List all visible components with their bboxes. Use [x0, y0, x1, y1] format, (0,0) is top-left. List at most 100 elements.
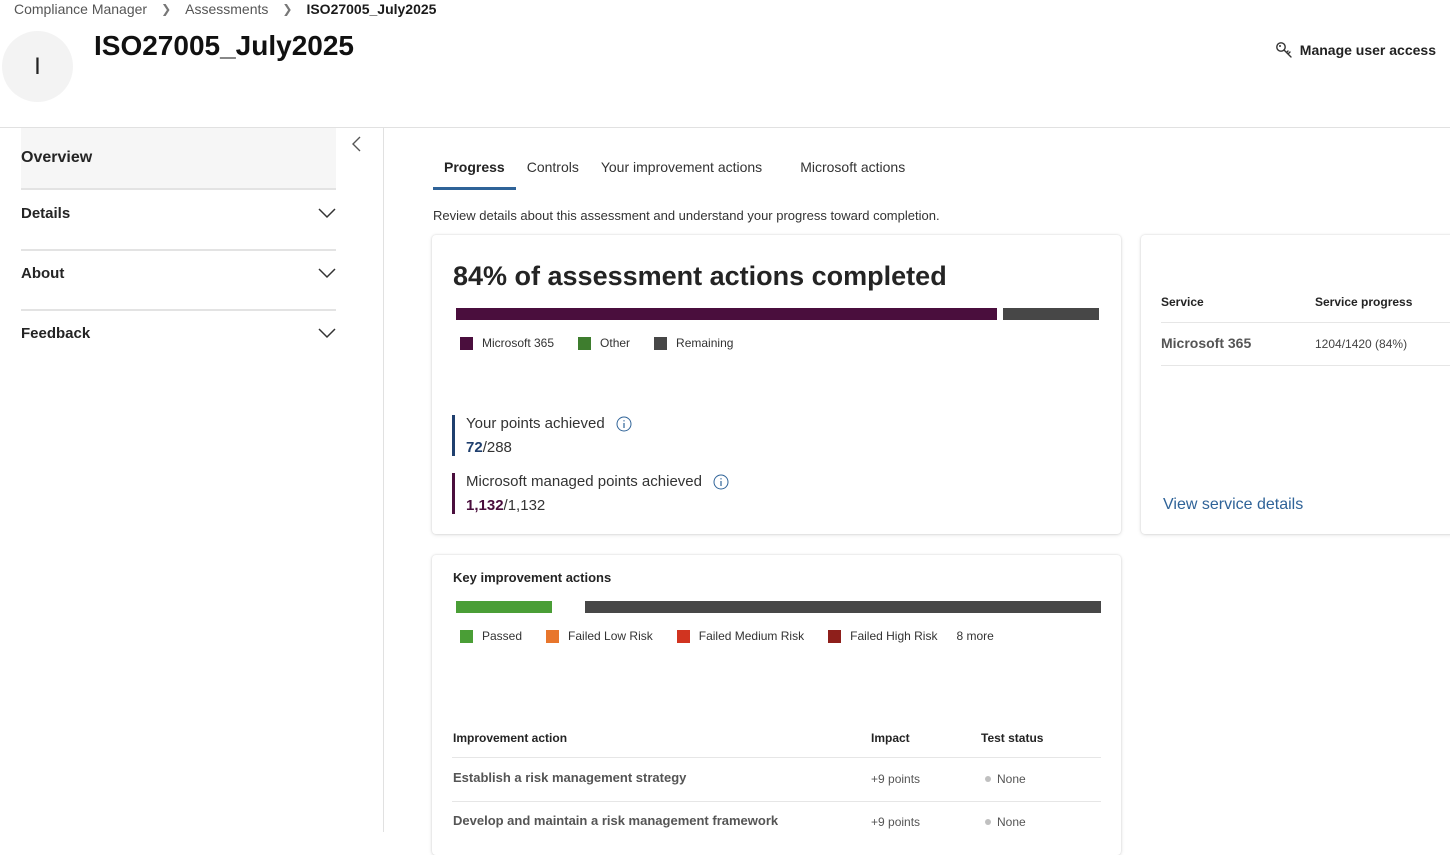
- legend-label: Failed Low Risk: [568, 629, 653, 643]
- tab-progress[interactable]: Progress: [433, 150, 516, 190]
- legend-item-other: Other: [578, 336, 630, 350]
- avatar-initial: I: [34, 52, 41, 80]
- legend-item-passed: Passed: [460, 629, 522, 643]
- legend-swatch: [546, 629, 560, 643]
- service-column-header: Service: [1161, 295, 1204, 309]
- breadcrumb-compliance-manager[interactable]: Compliance Manager: [14, 1, 148, 17]
- manage-user-access-button[interactable]: Manage user access: [1275, 41, 1436, 59]
- view-service-details-link[interactable]: View service details: [1163, 496, 1304, 513]
- sidebar-item-label: Overview: [21, 149, 93, 166]
- legend-swatch: [654, 336, 668, 350]
- chevron-down-icon: [318, 208, 336, 219]
- breadcrumb: Compliance Manager ❯ Assessments ❯ ISO27…: [14, 0, 436, 18]
- sidebar-item-label: About: [21, 264, 65, 282]
- legend-swatch: [676, 629, 690, 643]
- sidebar-item-details[interactable]: Details: [21, 194, 336, 232]
- legend-label: Microsoft 365: [482, 336, 555, 350]
- page-title: ISO27005_July2025: [94, 30, 354, 61]
- legend-label: Failed Medium Risk: [698, 629, 805, 643]
- column-header-test-status[interactable]: Test status: [981, 731, 1044, 745]
- table-row-status: None: [985, 815, 1026, 829]
- status-label: None: [997, 815, 1026, 829]
- ms-points-achieved: 1,132: [466, 497, 504, 514]
- chevron-right-icon: ❯: [161, 2, 172, 16]
- legend-swatch: [828, 629, 842, 643]
- manage-user-access-label: Manage user access: [1299, 42, 1436, 58]
- status-label: None: [997, 772, 1026, 786]
- chevron-left-icon[interactable]: [349, 135, 365, 153]
- your-points-label-row: Your points achieved: [466, 415, 632, 432]
- your-points-value: 72/288: [466, 439, 632, 456]
- key-improvement-actions-title: Key improvement actions: [453, 570, 612, 585]
- legend-more-link[interactable]: 8 more: [956, 629, 994, 643]
- sidebar-item-label: Feedback: [21, 324, 91, 342]
- actions-bar-other: [585, 601, 1101, 613]
- table-header-divider: [452, 757, 1101, 758]
- legend-item-failed-medium: Failed Medium Risk: [676, 629, 805, 643]
- table-row-status: None: [985, 772, 1026, 786]
- avatar: I: [2, 31, 73, 102]
- tab-microsoft-actions[interactable]: Microsoft actions: [800, 159, 906, 175]
- ms-points-label-row: Microsoft managed points achieved: [466, 473, 729, 490]
- legend-label: Failed High Risk: [850, 629, 938, 643]
- legend-swatch: [460, 336, 473, 350]
- ms-points-label: Microsoft managed points achieved: [466, 473, 702, 490]
- legend-label: Remaining: [676, 336, 734, 350]
- table-row-action[interactable]: Develop and maintain a risk management f…: [453, 813, 779, 828]
- legend-label: Other: [600, 336, 631, 350]
- legend-item-failed-high: Failed High Risk: [828, 629, 937, 643]
- chevron-down-icon: [318, 328, 336, 339]
- table-row-action[interactable]: Establish a risk management strategy: [453, 770, 687, 785]
- tab-bar: Progress Controls Your improvement actio…: [433, 150, 916, 190]
- legend-label: Passed: [482, 629, 523, 643]
- legend-item-remaining: Remaining: [654, 336, 733, 350]
- sidebar-divider: [383, 128, 384, 832]
- your-points-total: /288: [482, 439, 512, 456]
- legend-item-microsoft365: Microsoft 365: [460, 336, 554, 350]
- service-row-divider: [1161, 365, 1450, 366]
- header-divider: [0, 127, 1450, 128]
- sidebar-separator: [21, 309, 336, 311]
- legend-swatch: [578, 336, 592, 350]
- tab-controls[interactable]: Controls: [526, 159, 579, 175]
- progress-card: 84% of assessment actions completed Micr…: [432, 235, 1121, 534]
- sidebar-item-label: Details: [21, 204, 71, 222]
- tab-your-improvement-actions[interactable]: Your improvement actions: [600, 159, 763, 175]
- service-progress-value: 1204/1420 (84%): [1315, 337, 1408, 351]
- breadcrumb-assessments[interactable]: Assessments: [185, 1, 269, 17]
- legend-swatch: [460, 629, 473, 643]
- chevron-down-icon: [318, 268, 336, 279]
- column-header-impact[interactable]: Impact: [871, 731, 910, 745]
- status-dot-icon: [985, 819, 991, 825]
- table-row-divider: [452, 801, 1101, 802]
- service-progress-column-header: Service progress: [1315, 295, 1413, 309]
- actions-bar-passed: [456, 601, 552, 613]
- progress-legend: Microsoft 365 Other Remaining: [460, 336, 757, 350]
- intro-text: Review details about this assessment and…: [433, 208, 940, 223]
- key-improvement-actions-card: Key improvement actions Passed Failed Lo…: [432, 555, 1121, 855]
- actions-legend: Passed Failed Low Risk Failed Medium Ris…: [460, 629, 994, 643]
- chevron-right-icon: ❯: [282, 2, 293, 16]
- status-dot-icon: [985, 776, 991, 782]
- service-card: Service Service progress Microsoft 365 1…: [1141, 235, 1450, 534]
- sidebar-item-overview[interactable]: Overview: [21, 128, 336, 190]
- ms-points-total: /1,132: [503, 497, 546, 514]
- your-points-label: Your points achieved: [466, 415, 605, 432]
- progress-bar-microsoft365: [456, 308, 997, 320]
- sidebar-item-about[interactable]: About: [21, 254, 336, 292]
- sidebar-separator: [21, 249, 336, 251]
- service-header-divider: [1161, 322, 1450, 323]
- sidebar-item-feedback[interactable]: Feedback: [21, 314, 336, 352]
- progress-bar-remaining: [1003, 308, 1099, 320]
- info-icon[interactable]: [713, 474, 729, 490]
- microsoft-managed-points: Microsoft managed points achieved 1,132/…: [452, 473, 729, 514]
- key-icon: [1275, 42, 1292, 58]
- breadcrumb-current: ISO27005_July2025: [306, 1, 437, 17]
- info-icon[interactable]: [616, 416, 632, 432]
- column-header-improvement-action[interactable]: Improvement action: [453, 731, 568, 745]
- table-row-impact: +9 points: [871, 815, 921, 829]
- ms-points-value: 1,132/1,132: [466, 497, 729, 514]
- legend-item-failed-low: Failed Low Risk: [546, 629, 653, 643]
- your-points: Your points achieved 72/288: [452, 415, 632, 456]
- completion-heading: 84% of assessment actions completed: [453, 261, 947, 291]
